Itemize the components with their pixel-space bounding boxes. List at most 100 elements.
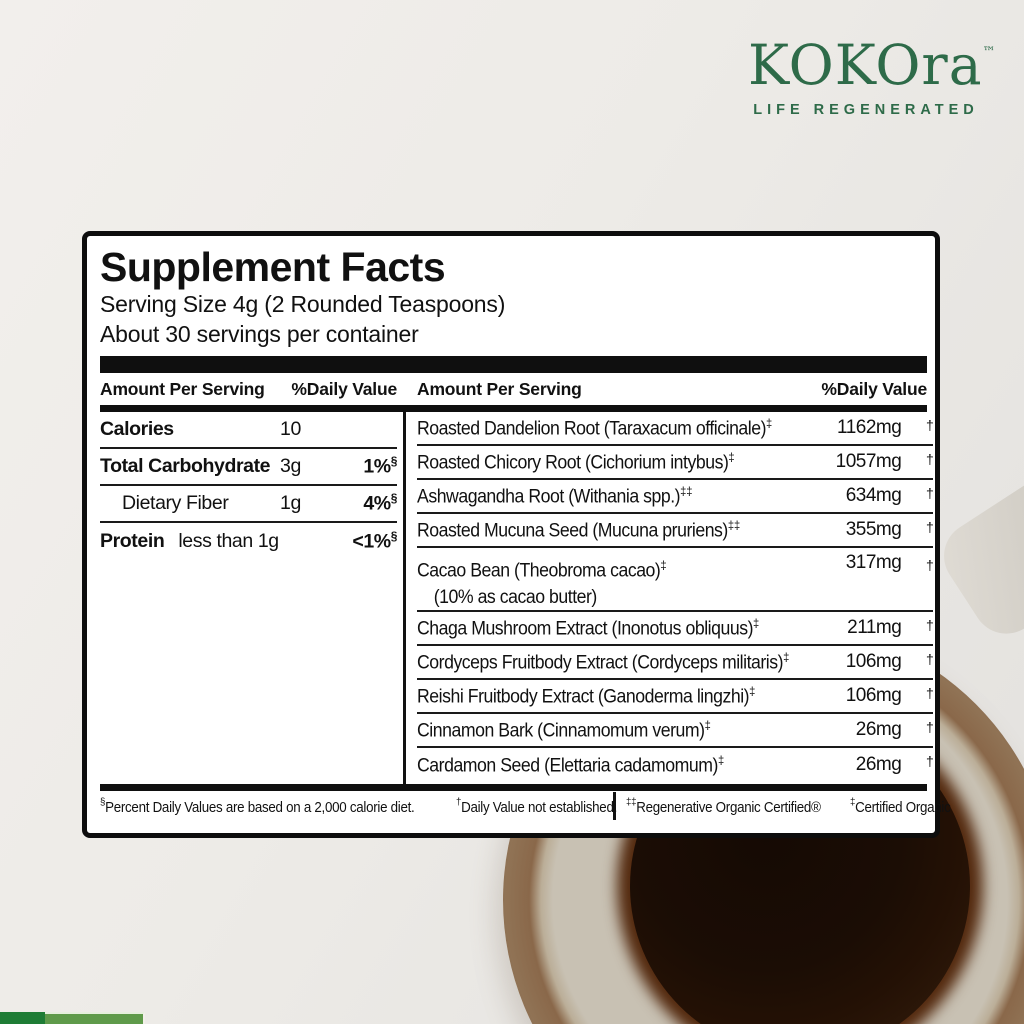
footnote-symbol: ‡‡ (680, 483, 693, 498)
ingredient-row: Ashwagandha Root (Withania spp.)‡‡ 634mg † (417, 480, 934, 514)
nutrient-amount: 10 (280, 418, 301, 440)
nutrient-row: Calories 10 (100, 412, 397, 449)
footnotes: §Percent Daily Values are based on a 2,0… (100, 792, 950, 820)
footnote-symbol: ‡ (704, 717, 711, 732)
nutrient-amount: 1g (280, 492, 301, 514)
footnote: §Percent Daily Values are based on a 2,0… (100, 795, 415, 816)
footnote-symbol: § (390, 529, 398, 544)
medium-divider-bar (100, 405, 927, 412)
medium-divider-bar (100, 784, 927, 791)
green-accent-dark (0, 1012, 45, 1024)
footnote-symbol: ‡ (749, 683, 756, 698)
ingredient-row: Roasted Chicory Root (Cichorium intybus)… (417, 446, 934, 480)
footnote-symbol: ‡ (717, 752, 725, 767)
left-table-header: Amount Per Serving %Daily Value (100, 379, 403, 400)
nutrient-amount: 3g (280, 455, 301, 477)
nutrient-row: Total Carbohydrate 3g 1%§ (100, 449, 397, 486)
trademark-symbol: ™ (982, 45, 996, 60)
footnote-symbol: ‡ (766, 415, 773, 430)
header-daily-value: %Daily Value (821, 378, 927, 399)
footnote-symbol: † (455, 795, 461, 808)
ingredient-amount: 317mg (845, 552, 902, 573)
ingredient-amount: 211mg (847, 617, 902, 638)
footnotes-left: §Percent Daily Values are based on a 2,0… (100, 792, 617, 820)
daily-value-dagger: † (926, 617, 934, 633)
footnote: ‡Certified Organic (849, 795, 951, 816)
nutrient-name: Total Carbohydrate (100, 455, 271, 477)
daily-value-dagger: † (926, 557, 934, 573)
thick-divider-bar (100, 356, 927, 373)
column-divider (403, 412, 406, 784)
ingredient-amount: 1057mg (835, 451, 902, 472)
footnote-symbol: ‡ (783, 649, 790, 664)
green-accent-light (45, 1012, 145, 1024)
ingredient-row: Roasted Mucuna Seed (Mucuna pruriens)‡‡ 3… (417, 514, 934, 548)
ingredient-row: Roasted Dandelion Root (Taraxacum offici… (417, 412, 934, 446)
nutrient-daily-value: <1%§ (352, 529, 398, 553)
footnote-symbol: § (100, 795, 106, 808)
ingredient-name: Reishi Fruitbody Extract (Ganoderma ling… (417, 683, 756, 708)
nutrient-daily-value: 1%§ (363, 454, 398, 478)
footnote-symbol: ‡ (660, 558, 667, 572)
ingredient-row: Cordyceps Fruitbody Extract (Cordyceps m… (417, 646, 934, 680)
ingredient-subtext: (10% as cacao butter) (433, 587, 598, 609)
ingredient-amount: 355mg (845, 519, 902, 540)
brand-wordmark: KOKOra™ (748, 38, 996, 93)
ingredient-amount: 634mg (845, 485, 902, 506)
green-accent-bar (0, 1012, 145, 1024)
nutrient-row: Protein less than 1g <1%§ (100, 523, 397, 560)
daily-value-dagger: † (926, 519, 934, 535)
ingredients-column: Roasted Dandelion Root (Taraxacum offici… (406, 412, 934, 784)
table-body: Calories 10 Total Carbohydrate 3g 1%§ Dietary… (100, 412, 934, 784)
ingredient-name: Cacao Bean (Theobroma cacao)‡ (10% as cac… (417, 552, 789, 611)
footnote-symbol: ‡‡ (727, 517, 741, 532)
ingredient-row: Chaga Mushroom Extract (Inonotus obliquu… (417, 612, 934, 646)
footnote-symbol: ‡‡ (626, 795, 637, 808)
header-amount-per-serving: Amount Per Serving (417, 378, 582, 399)
brand-logo: KOKOra™ LIFE REGENERATED (748, 38, 996, 119)
ingredient-name: Roasted Chicory Root (Cichorium intybus)… (417, 449, 735, 474)
daily-value-dagger: † (926, 451, 934, 467)
right-table-header: Amount Per Serving %Daily Value (406, 379, 927, 400)
table-header-row: Amount Per Serving %Daily Value Amount P… (100, 373, 927, 405)
serving-size-text: Serving Size 4g (2 Rounded Teaspoons) (100, 291, 506, 317)
ingredient-name: Ashwagandha Root (Withania spp.)‡‡ (417, 483, 693, 508)
supplement-facts-label: Supplement Facts Serving Size 4g (2 Roun… (82, 231, 950, 838)
daily-value-dagger: † (926, 651, 934, 667)
brand-wordmark-text: KOKOra (748, 33, 983, 97)
nutrient-daily-value: 4%§ (363, 491, 398, 515)
ingredient-row: Cacao Bean (Theobroma cacao)‡ (10% as cac… (417, 548, 934, 612)
footnote-symbol: ‡ (753, 615, 760, 630)
ingredient-name: Cinnamon Bark (Cinnamomum verum)‡ (417, 717, 711, 742)
ingredient-amount: 1162mg (837, 417, 902, 438)
footnote: †Daily Value not established. (455, 795, 617, 816)
footnote-symbol: ‡ (849, 795, 855, 808)
nutrient-name: Calories (100, 418, 174, 440)
ingredient-name: Roasted Mucuna Seed (Mucuna pruriens)‡‡ (417, 517, 741, 542)
ingredient-amount: 106mg (845, 651, 902, 672)
macros-column: Calories 10 Total Carbohydrate 3g 1%§ Dietary… (100, 412, 403, 784)
footnotes-right: ‡‡Regenerative Organic Certified® ‡Certif… (616, 792, 959, 820)
ingredient-amount: 26mg (855, 719, 902, 740)
ingredient-amount: 106mg (845, 685, 902, 706)
footnote-symbol: § (390, 491, 398, 506)
nutrient-amount: less than 1g (178, 530, 279, 552)
nutrient-name: Protein (100, 530, 165, 552)
nutrient-name: Dietary Fiber (122, 492, 229, 514)
daily-value-dagger: † (926, 719, 934, 735)
ingredient-row: Reishi Fruitbody Extract (Ganoderma ling… (417, 680, 934, 714)
ingredient-name: Cordyceps Fruitbody Extract (Cordyceps m… (417, 649, 790, 674)
daily-value-dagger: † (926, 417, 934, 433)
footnote-symbol: § (390, 454, 398, 469)
ingredient-row: Cinnamon Bark (Cinnamomum verum)‡ 26mg † (417, 714, 934, 748)
ingredient-name: Chaga Mushroom Extract (Inonotus obliquu… (417, 615, 760, 640)
servings-per-container-text: About 30 servings per container (100, 321, 419, 347)
daily-value-dagger: † (926, 753, 934, 769)
header-amount-per-serving: Amount Per Serving (100, 378, 265, 399)
ingredient-name: Roasted Dandelion Root (Taraxacum offici… (417, 415, 773, 440)
coffee-cup-handle (931, 453, 1024, 647)
nutrient-row: Dietary Fiber 1g 4%§ (100, 486, 397, 523)
footnote: ‡‡Regenerative Organic Certified® (626, 795, 821, 816)
ingredient-amount: 26mg (855, 754, 902, 775)
